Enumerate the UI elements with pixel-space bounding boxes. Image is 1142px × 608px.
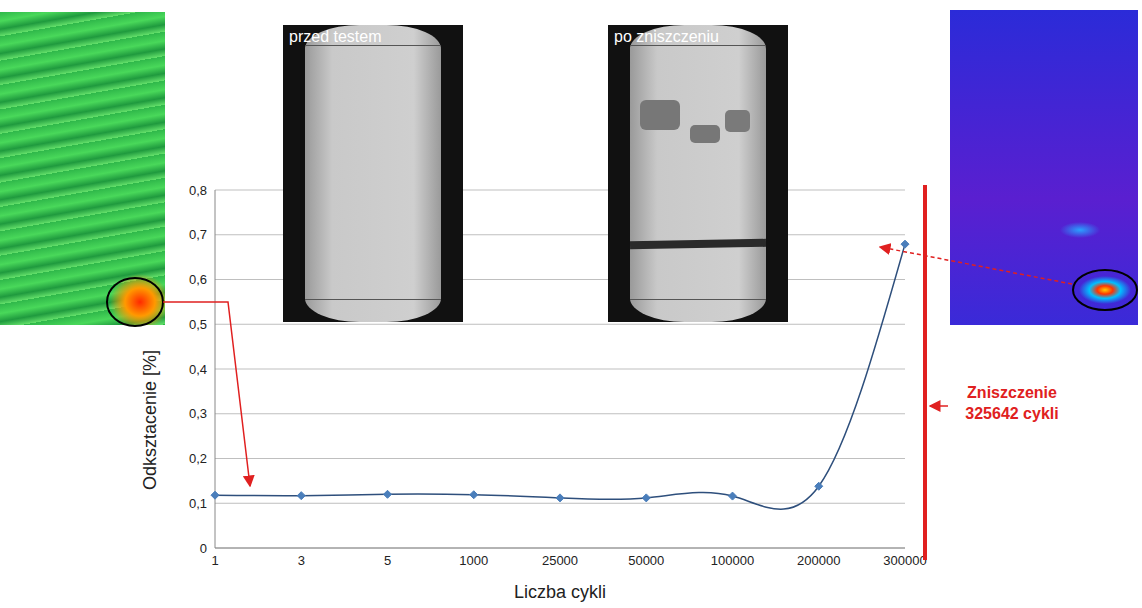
svg-text:0,4: 0,4 <box>189 362 207 377</box>
svg-text:0,1: 0,1 <box>189 496 207 511</box>
html-text:po zniszczeniu: po zniszczeniu <box>614 28 719 45</box>
svg-text:200000: 200000 <box>797 553 840 568</box>
svg-text:0,7: 0,7 <box>189 227 207 242</box>
svg-text:0,6: 0,6 <box>189 272 207 287</box>
svg-text:0,3: 0,3 <box>189 406 207 421</box>
svg-text:25000: 25000 <box>542 553 578 568</box>
svg-text:Zniszczenie325642 cykli: Zniszczenie325642 cykli <box>965 384 1058 422</box>
svg-text:Odksztacenie [%]: Odksztacenie [%] <box>140 350 160 490</box>
svg-text:0,5: 0,5 <box>189 317 207 332</box>
svg-text:0: 0 <box>200 541 207 556</box>
svg-text:1000: 1000 <box>459 553 488 568</box>
svg-text:0,2: 0,2 <box>189 451 207 466</box>
svg-text:0,8: 0,8 <box>189 183 207 198</box>
svg-text:5: 5 <box>384 553 391 568</box>
html-text:przed testem: przed testem <box>289 28 382 45</box>
svg-text:1: 1 <box>211 553 218 568</box>
svg-text:300000: 300000 <box>883 553 926 568</box>
svg-text:100000: 100000 <box>711 553 754 568</box>
svg-text:3: 3 <box>298 553 305 568</box>
svg-text:Liczba cykli: Liczba cykli <box>514 582 606 602</box>
svg-text:50000: 50000 <box>628 553 664 568</box>
